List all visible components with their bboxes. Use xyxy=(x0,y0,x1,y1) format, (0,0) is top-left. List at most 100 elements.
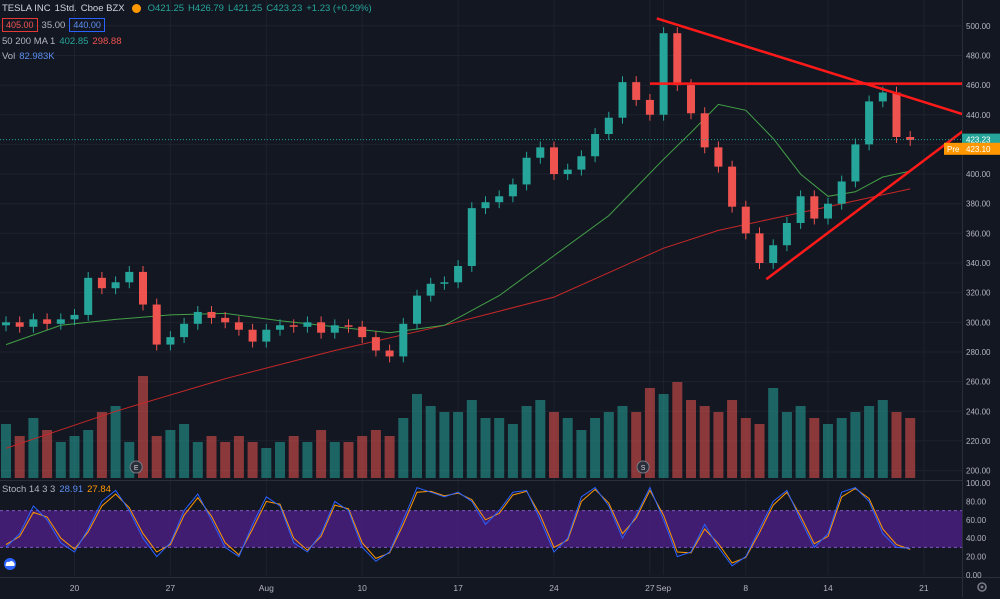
candle-body xyxy=(878,92,887,102)
price-tick-label: 300.00 xyxy=(966,318,991,327)
candle-body xyxy=(810,196,819,219)
vol-legend[interactable]: Vol 82.983K xyxy=(2,51,55,62)
candle-body xyxy=(317,322,326,333)
candle-body xyxy=(139,271,147,305)
candle-body xyxy=(399,323,408,357)
candle-body xyxy=(84,277,93,315)
trade-legend: 405.00 35.00 440.00 xyxy=(2,18,105,32)
volume-bar xyxy=(864,406,875,478)
candle-body xyxy=(330,325,339,333)
time-tick-label: 8 xyxy=(743,583,748,593)
buy-button[interactable]: 440.00 xyxy=(69,18,105,32)
price-tick-label: 280.00 xyxy=(966,348,991,357)
candle-body xyxy=(358,326,367,338)
stoch-legend[interactable]: Stoch 14 3 3 28.91 27.84 xyxy=(2,484,111,495)
sell-button[interactable]: 405.00 xyxy=(2,18,38,32)
volume-bar xyxy=(343,442,354,478)
volume-bar xyxy=(617,406,628,478)
symbol-name[interactable]: TESLA INC xyxy=(2,3,51,14)
symbol-legend: TESLA INC 1Std. Cboe BZX O421.25 H426.79… xyxy=(2,3,372,14)
volume-bar xyxy=(96,412,107,478)
volume-bar xyxy=(768,388,779,478)
candle-body xyxy=(687,85,695,114)
pre-price-tag xyxy=(944,142,1000,155)
volume-bar xyxy=(69,436,80,478)
candle-body xyxy=(481,202,490,209)
price-tick-label: 340.00 xyxy=(966,259,991,268)
volume-bar xyxy=(55,442,66,478)
candle-body xyxy=(536,147,545,158)
ohlc-close: C423.23 xyxy=(266,3,303,14)
time-tick-label: 24 xyxy=(549,583,559,593)
volume-bar xyxy=(384,436,395,478)
interval-label[interactable]: 1Std. xyxy=(54,3,77,14)
candle-body xyxy=(604,117,613,135)
volume-bar xyxy=(549,412,559,478)
price-tick-label: 320.00 xyxy=(966,289,991,298)
volume-bar xyxy=(261,448,272,478)
stoch-tick-label: 40.00 xyxy=(966,534,987,543)
candle-body xyxy=(303,322,312,327)
volume-bar xyxy=(603,412,614,478)
ohlc-low: L421.25 xyxy=(227,3,263,14)
volume-bar xyxy=(507,424,518,478)
volume-bar xyxy=(823,424,833,478)
time-tick-label: Sep xyxy=(656,583,671,593)
price-tick-label: 440.00 xyxy=(966,111,991,120)
volume-bar xyxy=(14,436,25,478)
candle-body xyxy=(714,147,723,167)
pre-price-tag-label: Pre xyxy=(947,145,960,154)
candle-body xyxy=(180,323,189,338)
volume-bar xyxy=(124,442,135,478)
price-tick-label: 480.00 xyxy=(966,51,991,60)
volume-bar xyxy=(713,412,724,478)
ma-legend[interactable]: 50 200 MA 1 402.85 298.88 xyxy=(2,36,121,47)
volume-bar xyxy=(699,406,710,478)
volume-bar xyxy=(891,412,902,478)
volume-bar xyxy=(590,418,601,478)
candle-body xyxy=(97,277,106,289)
price-tick-label: 400.00 xyxy=(966,170,991,179)
volume-bar xyxy=(521,406,532,478)
volume-bar xyxy=(398,418,409,478)
ma200-line xyxy=(5,188,911,449)
price-tick-label: 460.00 xyxy=(966,81,991,90)
candle-body xyxy=(248,329,257,342)
volume-bar xyxy=(727,400,738,478)
volume-bar xyxy=(192,442,203,478)
candle-body xyxy=(796,196,805,223)
candle-body xyxy=(43,319,52,324)
split-marker-label: S xyxy=(641,465,646,472)
volume-bar xyxy=(877,400,888,478)
cloud-icon[interactable] xyxy=(2,557,18,570)
ohlc-high: H426.79 xyxy=(188,3,224,14)
volume-bar xyxy=(480,418,491,478)
candle-body xyxy=(769,245,778,264)
ohlc-change: +1.23 (+0.29%) xyxy=(306,3,372,14)
time-tick-label: 27 xyxy=(166,583,176,593)
volume-bar xyxy=(850,412,861,478)
market-status-icon xyxy=(131,4,141,13)
volume-bar xyxy=(439,412,450,478)
candle-body xyxy=(344,325,353,327)
stoch-tick-label: 60.00 xyxy=(966,516,987,525)
vol-label: Vol xyxy=(2,51,16,62)
candle-body xyxy=(371,337,380,351)
candle-body xyxy=(207,311,216,318)
volume-bar xyxy=(494,418,505,478)
volume-bar xyxy=(535,400,546,478)
candle-body xyxy=(234,322,243,330)
time-tick-label: 27 xyxy=(645,583,655,593)
candle-body xyxy=(782,222,791,246)
volume-bar xyxy=(275,442,285,478)
volume-bar xyxy=(658,394,669,478)
gear-icon[interactable] xyxy=(975,580,989,594)
volume-bar xyxy=(110,406,121,478)
candle-body xyxy=(193,311,202,324)
last-price-tag xyxy=(962,133,1000,146)
volume-bar xyxy=(754,424,765,478)
candle-body xyxy=(865,101,874,145)
volume-bar xyxy=(220,442,231,478)
candle-body xyxy=(426,283,435,296)
